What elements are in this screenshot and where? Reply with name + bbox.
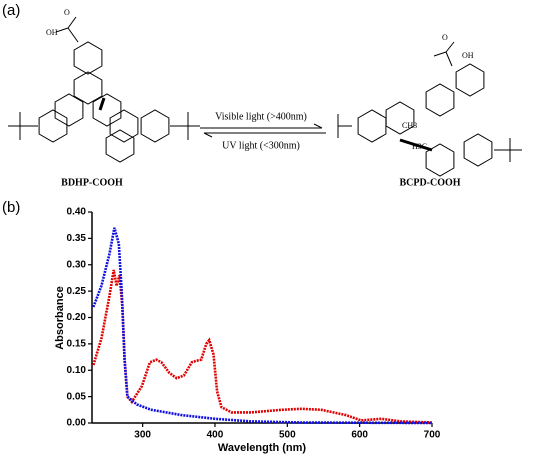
bond <box>445 51 453 67</box>
ring <box>425 83 455 117</box>
compound-name: BDHP-COOH <box>61 177 123 188</box>
ring <box>73 71 103 105</box>
bond <box>445 41 455 53</box>
atom-label: O <box>442 33 448 42</box>
compound-name: BCPD-COOH <box>399 177 460 188</box>
y-tick-label: 0.05 <box>67 391 87 402</box>
atom-label: H3C <box>412 142 427 151</box>
bond <box>55 27 69 33</box>
x-axis-title: Wavelength (nm) <box>218 442 307 454</box>
arrow-label: UV light (<300nm) <box>222 140 300 151</box>
bond <box>67 27 79 43</box>
structures <box>8 16 522 177</box>
data-line <box>92 227 433 425</box>
arrow-head <box>313 123 323 129</box>
bond <box>98 97 106 111</box>
y-tick-label: 0.10 <box>67 365 87 376</box>
atom-label: OH <box>462 51 474 60</box>
x-tick-label: 700 <box>424 430 441 441</box>
atom-label: OH <box>46 28 58 37</box>
y-tick-label: 0.00 <box>67 418 87 429</box>
ring <box>455 63 485 97</box>
y-tick-label: 0.20 <box>67 312 87 323</box>
ring <box>425 143 455 177</box>
ring <box>38 109 68 143</box>
ring <box>357 109 387 143</box>
bond <box>67 16 77 29</box>
y-tick-label: 0.25 <box>67 286 87 297</box>
ring <box>463 133 493 167</box>
atom-label: CH3 <box>402 121 417 130</box>
ring <box>105 129 135 163</box>
y-tick-label: 0.15 <box>67 339 87 350</box>
bond <box>433 51 447 57</box>
ring <box>92 93 122 127</box>
chart: Absorbance Wavelength (nm) 0.00 0.05 0.10 0… <box>54 207 441 454</box>
panel-label: (b) <box>2 199 20 216</box>
y-axis-title: Absorbance <box>54 286 66 350</box>
x-tick-label: 500 <box>279 430 296 441</box>
atom-label: O <box>64 8 70 17</box>
y-tick-label: 0.40 <box>67 207 87 218</box>
arrow-label: Visible light (>400nm) <box>215 111 307 122</box>
ring <box>73 41 103 75</box>
ring <box>385 101 415 135</box>
y-tick-label: 0.30 <box>67 259 87 270</box>
ring <box>140 109 170 143</box>
x-tick-label: 400 <box>207 430 224 441</box>
y-tick-label: 0.35 <box>67 233 87 244</box>
panel-label: (a) <box>2 2 20 19</box>
x-tick-label: 600 <box>351 430 368 441</box>
arrow-head <box>203 132 213 138</box>
ring <box>109 109 139 143</box>
x-tick-label: 300 <box>134 430 151 441</box>
ring <box>54 93 84 127</box>
data-line <box>92 269 433 424</box>
bond <box>399 138 433 152</box>
